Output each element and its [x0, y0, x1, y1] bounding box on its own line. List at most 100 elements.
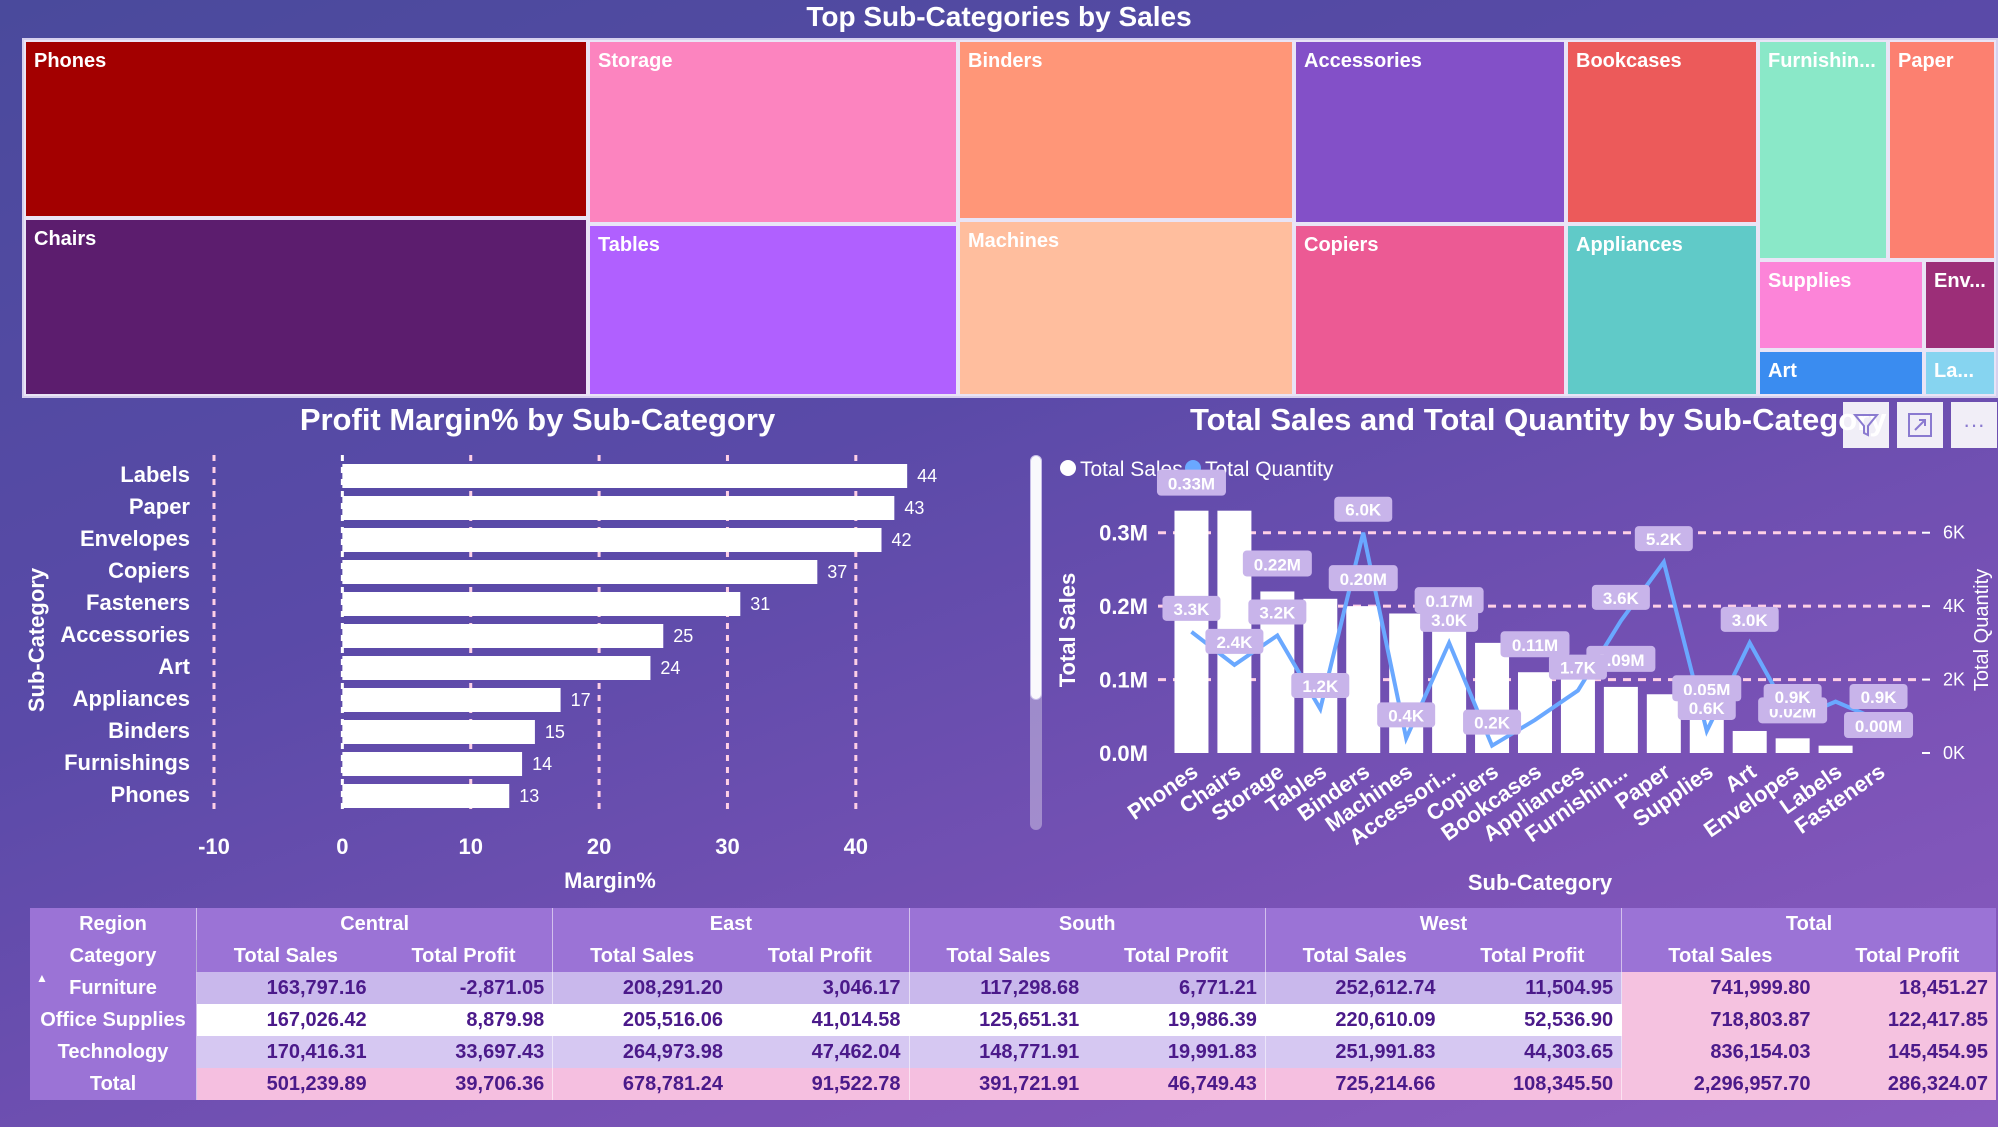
- sales-bar[interactable]: [1346, 606, 1381, 753]
- margin-bar[interactable]: [342, 656, 651, 680]
- treemap-tile[interactable]: Binders: [958, 40, 1294, 220]
- treemap-tile[interactable]: Env...: [1924, 260, 1996, 350]
- measure-header[interactable]: Total Profit: [1818, 940, 1996, 972]
- quantity-data-label: 3.6K: [1603, 589, 1640, 608]
- sales-bar[interactable]: [1603, 686, 1638, 753]
- quantity-data-label: 2.4K: [1216, 633, 1253, 652]
- matrix-row[interactable]: Furniture 163,797.16 -2,871.05 208,291.20 3,…: [30, 972, 1996, 1004]
- matrix-cell: 208,291.20: [552, 972, 731, 1004]
- treemap-tile[interactable]: Copiers: [1294, 224, 1566, 396]
- treemap-tile[interactable]: La...: [1924, 350, 1996, 396]
- measure-header[interactable]: Total Profit: [1443, 940, 1622, 972]
- sales-bar[interactable]: [1775, 738, 1810, 753]
- sales-bar[interactable]: [1560, 672, 1595, 753]
- matrix-cell: 117,298.68: [908, 972, 1088, 1004]
- treemap-tile[interactable]: Machines: [958, 220, 1294, 396]
- margin-bar[interactable]: [342, 688, 561, 712]
- matrix-cell: 220,610.09: [1264, 1004, 1444, 1036]
- sales-quantity-combo-chart[interactable]: Total Sales Total Quantity 0.0M 0.1M 0.2M 0.3…: [1050, 440, 1998, 910]
- matrix-row[interactable]: Office Supplies 167,026.42 8,879.98 205,516…: [30, 1004, 1996, 1036]
- treemap-tile[interactable]: Chairs: [24, 218, 588, 396]
- margin-bar[interactable]: [342, 720, 535, 744]
- scrollbar-thumb[interactable]: [1030, 455, 1042, 700]
- combo-y-tick: 0.2M: [1099, 594, 1148, 619]
- treemap-tile[interactable]: Supplies: [1758, 260, 1924, 350]
- matrix-cell: 33,697.43: [374, 1036, 553, 1068]
- matrix-cell: 47,462.04: [730, 1036, 910, 1068]
- margin-bar[interactable]: [342, 624, 664, 648]
- measure-header[interactable]: Total Sales: [195, 940, 375, 972]
- quantity-data-label: 0.4K: [1388, 706, 1425, 725]
- sales-bar[interactable]: [1732, 730, 1767, 753]
- filter-icon[interactable]: [1843, 402, 1889, 448]
- matrix-measure-header-row: Category ▲ Total Sales Total Profit Tota…: [30, 940, 1996, 985]
- margin-bar[interactable]: [342, 528, 882, 552]
- margin-bar[interactable]: [342, 496, 895, 520]
- matrix-cell: 3,046.17: [730, 972, 910, 1004]
- margin-y-tick: Accessories: [60, 622, 190, 647]
- margin-x-tick: 30: [715, 834, 739, 859]
- sales-data-label: 0.09M: [1597, 651, 1644, 670]
- category-header[interactable]: Category ▲: [30, 940, 197, 985]
- matrix-row[interactable]: Technology 170,416.31 33,697.43 264,973.98 4…: [30, 1036, 1996, 1068]
- quantity-label-bg: [1291, 672, 1350, 698]
- margin-y-tick: Phones: [111, 782, 190, 807]
- margin-bar[interactable]: [342, 592, 741, 616]
- more-options-icon[interactable]: ···: [1951, 402, 1997, 448]
- margin-bar[interactable]: [342, 560, 818, 584]
- measure-header[interactable]: Total Profit: [374, 940, 553, 972]
- treemap-tile[interactable]: Bookcases: [1566, 40, 1758, 224]
- triangle-up-icon[interactable]: ▲: [36, 971, 48, 985]
- treemap-tile[interactable]: Accessories: [1294, 40, 1566, 224]
- margin-y-tick: Copiers: [108, 558, 190, 583]
- quantity-label-bg: [1162, 595, 1221, 621]
- measure-header[interactable]: Total Profit: [1087, 940, 1266, 972]
- sales-label-bg: [1414, 587, 1484, 614]
- matrix-cell: 19,991.83: [1087, 1036, 1266, 1068]
- treemap-chart[interactable]: Phones Chairs Storage Tables Binders Machines…: [22, 38, 1998, 398]
- measure-header[interactable]: Total Sales: [552, 940, 731, 972]
- matrix-cell: 11,504.95: [1443, 972, 1622, 1004]
- quantity-label-bg: [1463, 709, 1522, 735]
- margin-x-tick: 40: [844, 834, 868, 859]
- quantity-label-bg: [1205, 628, 1264, 654]
- treemap-tile[interactable]: Paper: [1888, 40, 1996, 260]
- margin-bar-chart[interactable]: -10 0 10 20 30 40 Labels 44 Paper 43 Envelopes 42 Co…: [22, 440, 1034, 900]
- combo-y2-tick: 4K: [1943, 596, 1965, 616]
- treemap-tile[interactable]: Tables: [588, 224, 958, 396]
- treemap-tile[interactable]: Art: [1758, 350, 1924, 396]
- margin-y-tick: Furnishings: [64, 750, 190, 775]
- matrix-cell: 108,345.50: [1443, 1068, 1622, 1100]
- margin-data-label: 17: [571, 690, 591, 710]
- sales-bar[interactable]: [1818, 745, 1853, 753]
- matrix-total-row[interactable]: Total 501,239.89 39,706.36 678,781.24 91,522…: [30, 1068, 1996, 1100]
- region-west: West: [1264, 908, 1622, 940]
- sales-bar[interactable]: [1432, 628, 1467, 753]
- matrix-cell: 18,451.27: [1818, 972, 1996, 1004]
- matrix-cell: 252,612.74: [1264, 972, 1444, 1004]
- matrix-cell: 39,706.36: [374, 1068, 553, 1100]
- matrix-cell: 46,749.43: [1087, 1068, 1266, 1100]
- margin-y-tick: Binders: [108, 718, 190, 743]
- sales-bar[interactable]: [1646, 694, 1681, 753]
- margin-x-tick: 10: [458, 834, 482, 859]
- margin-y-axis-title: Sub-Category: [24, 567, 49, 712]
- focus-mode-icon[interactable]: [1897, 402, 1943, 448]
- measure-header[interactable]: Total Sales: [908, 940, 1088, 972]
- sales-data-label: 0.17M: [1425, 592, 1472, 611]
- margin-bar[interactable]: [342, 784, 510, 808]
- margin-bar[interactable]: [342, 464, 908, 488]
- sales-data-label: 0.22M: [1254, 555, 1301, 574]
- measure-header[interactable]: Total Sales: [1621, 940, 1819, 972]
- matrix-cell: 8,879.98: [374, 1004, 553, 1036]
- margin-bar[interactable]: [342, 752, 523, 776]
- treemap-tile[interactable]: Phones: [24, 40, 588, 218]
- treemap-tile[interactable]: Storage: [588, 40, 958, 224]
- measure-header[interactable]: Total Profit: [730, 940, 910, 972]
- measure-header[interactable]: Total Sales: [1264, 940, 1444, 972]
- treemap-tile[interactable]: Appliances: [1566, 224, 1758, 396]
- region-total: Total: [1621, 908, 1996, 940]
- region-header: Region: [30, 908, 197, 940]
- treemap-tile[interactable]: Furnishin...: [1758, 40, 1888, 260]
- legend-label[interactable]: Total Quantity: [1205, 458, 1334, 481]
